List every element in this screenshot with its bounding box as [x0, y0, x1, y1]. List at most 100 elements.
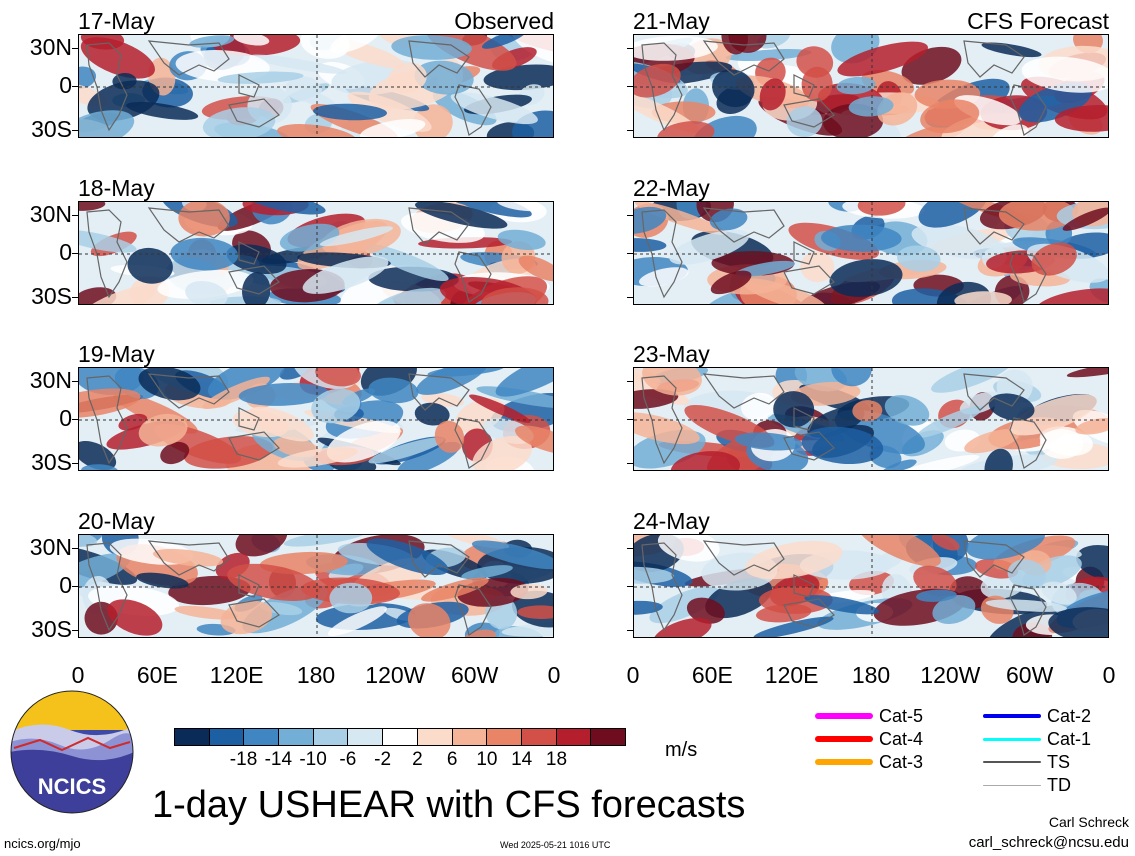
logo-text: NCICS	[38, 774, 106, 799]
latitude-tick	[627, 586, 633, 587]
longitude-label: 180	[851, 662, 891, 688]
legend-swatch	[983, 714, 1041, 718]
latitude-tick	[72, 86, 78, 87]
latitude-tick	[72, 630, 78, 631]
latitude-tick	[72, 463, 78, 464]
map-panel: 22-May	[627, 177, 1109, 305]
latitude-tick	[72, 215, 78, 216]
footer-email: carl_schreck@ncsu.edu	[968, 834, 1129, 851]
latitude-tick	[72, 586, 78, 587]
latitude-tick	[72, 548, 78, 549]
legend-item: Cat-2	[983, 707, 1091, 725]
legend-swatch	[983, 761, 1041, 763]
latitude-tick	[627, 297, 633, 298]
colorbar-tick-label: -2	[374, 749, 392, 770]
latitude-label: 30S	[31, 449, 72, 475]
longitude-label: 0	[547, 662, 561, 688]
map-panel: 19-May 30N 0 30S	[30, 343, 554, 474]
latitude-tick	[627, 215, 633, 216]
footer-url: ncics.org/mjo	[4, 836, 81, 851]
colorbar	[174, 728, 626, 746]
legend-label: Cat-3	[879, 752, 924, 772]
colorbar-segment	[452, 729, 488, 745]
colorbar-segment	[521, 729, 557, 745]
legend-item: TS	[983, 753, 1070, 771]
latitude-label: 30S	[31, 116, 72, 142]
legend-label: TD	[1047, 775, 1071, 795]
colorbar-units: m/s	[665, 739, 698, 761]
colorbar-tick-label: -6	[339, 749, 357, 770]
latitude-tick	[627, 419, 633, 420]
latitude-tick	[627, 548, 633, 549]
latitude-label: 0	[59, 572, 72, 598]
colorbar-segment	[313, 729, 349, 745]
latitude-label: 0	[59, 239, 72, 265]
panel-date: 23-May	[633, 341, 710, 367]
colorbar-segment	[244, 729, 280, 745]
colorbar-segment	[556, 729, 592, 745]
panel-date: 18-May	[78, 175, 155, 201]
legend-swatch	[815, 736, 873, 742]
colorbar-tick-label: 14	[511, 749, 533, 770]
legend-item: TD	[983, 776, 1071, 794]
longitude-label: 120W	[920, 662, 981, 688]
latitude-label: 30N	[29, 201, 72, 227]
legend-swatch	[983, 737, 1041, 741]
latitude-tick	[72, 48, 78, 49]
colorbar-tick-label: -18	[229, 749, 258, 770]
shear-map	[78, 367, 554, 471]
shear-map	[633, 34, 1109, 138]
colorbar-tick-label: 18	[545, 749, 568, 770]
longitude-label: 60E	[691, 662, 733, 688]
latitude-tick	[627, 463, 633, 464]
shear-map	[633, 201, 1109, 305]
longitude-label: 0	[1102, 662, 1116, 688]
main-title: 1-day USHEAR with CFS forecasts	[152, 784, 746, 826]
longitude-label: 120W	[365, 662, 426, 688]
longitude-label: 180	[296, 662, 336, 688]
column-heading: Observed	[454, 8, 554, 34]
footer-author: Carl Schreck	[1048, 814, 1129, 830]
legend-item: Cat-5	[815, 707, 923, 725]
colorbar-segment	[487, 729, 522, 745]
legend-swatch	[815, 759, 873, 765]
latitude-tick	[627, 381, 633, 382]
latitude-tick	[72, 419, 78, 420]
longitude-label: 120E	[209, 662, 264, 688]
latitude-label: 30N	[29, 34, 72, 60]
panel-date: 17-May	[78, 8, 155, 34]
colorbar-segment	[417, 729, 453, 745]
shear-map	[78, 34, 554, 138]
latitude-label: 30S	[31, 283, 72, 309]
latitude-tick	[627, 48, 633, 49]
longitude-label: 60W	[1006, 662, 1054, 688]
legend-label: Cat-1	[1047, 729, 1092, 749]
latitude-tick	[72, 381, 78, 382]
colorbar-segment	[348, 729, 384, 745]
legend-item: Cat-4	[815, 730, 923, 748]
longitude-label: 120E	[764, 662, 819, 688]
column-heading: CFS Forecast	[967, 8, 1109, 34]
latitude-tick	[72, 253, 78, 254]
panel-date: 20-May	[78, 508, 155, 534]
map-panel: 20-May 30N 0 30S	[30, 510, 554, 641]
map-panel: 23-May	[627, 343, 1109, 471]
panel-date: 24-May	[633, 508, 710, 534]
map-panel: 24-May	[627, 510, 1109, 638]
shear-map	[633, 367, 1109, 471]
colorbar-segment	[209, 729, 245, 745]
map-panel: 21-May CFS Forecast	[627, 10, 1109, 138]
map-panel: 18-May 30N 0 30S	[30, 177, 554, 308]
colorbar-tick-label: -10	[299, 749, 327, 770]
colorbar-segment	[591, 729, 625, 745]
legend-label: Cat-2	[1047, 706, 1092, 726]
panel-date: 21-May	[633, 8, 710, 34]
shear-map	[78, 201, 554, 305]
panel-date: 19-May	[78, 341, 155, 367]
legend-label: TS	[1047, 752, 1071, 772]
shear-map	[78, 534, 554, 638]
latitude-label: 0	[59, 405, 72, 431]
longitude-label: 0	[71, 662, 85, 688]
legend-item: Cat-1	[983, 730, 1091, 748]
latitude-label: 0	[59, 72, 72, 98]
